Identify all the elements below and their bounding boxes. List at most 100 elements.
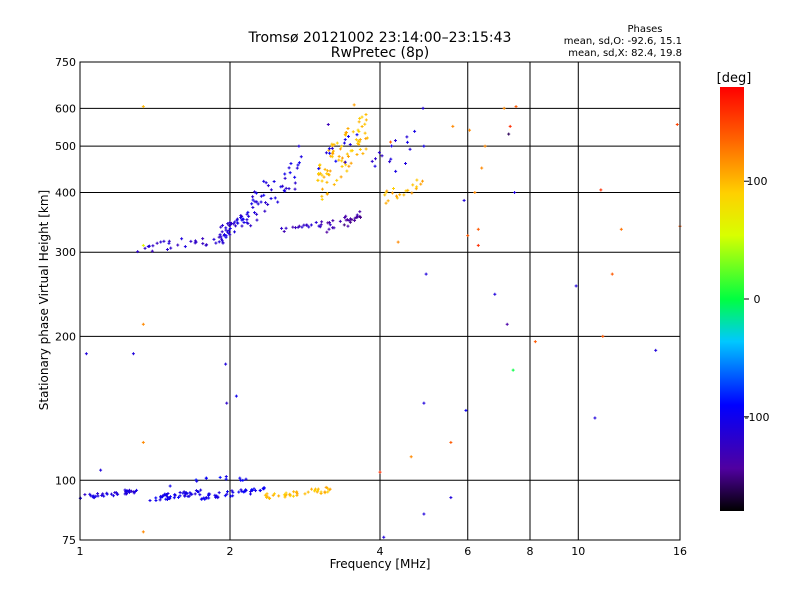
data-point: [266, 203, 270, 207]
data-point: [164, 497, 168, 501]
data-point: [296, 163, 300, 167]
data-point: [405, 135, 409, 139]
data-point: [79, 496, 83, 500]
colorbar-tick-label: -100: [745, 411, 770, 424]
data-point: [284, 226, 288, 230]
data-point: [415, 178, 419, 182]
data-point: [332, 143, 336, 147]
data-point: [326, 490, 330, 494]
data-point: [141, 322, 145, 326]
data-point: [159, 496, 163, 500]
y-tick-label: 75: [62, 534, 76, 547]
data-point: [247, 214, 251, 218]
data-point: [356, 215, 360, 219]
data-point: [353, 219, 357, 223]
data-point: [114, 491, 118, 495]
data-point: [219, 225, 223, 229]
x-tick-label: 6: [464, 545, 471, 558]
data-point: [309, 223, 313, 227]
data-point: [675, 123, 679, 127]
data-point: [346, 134, 350, 138]
data-point: [393, 139, 397, 143]
data-point: [178, 491, 182, 495]
data-point: [419, 182, 423, 186]
data-point: [296, 225, 300, 229]
data-point: [316, 178, 320, 182]
data-point: [350, 218, 354, 222]
data-point: [102, 494, 106, 498]
data-point: [402, 193, 406, 197]
data-point: [320, 173, 324, 177]
data-point: [232, 222, 236, 226]
x-tick-label: 16: [673, 545, 687, 558]
colorbar-ticks: 100 0 -100: [744, 175, 769, 424]
data-point: [377, 151, 381, 155]
data-point: [186, 494, 190, 498]
data-point: [259, 194, 263, 198]
data-point: [213, 493, 217, 497]
data-point: [424, 272, 428, 276]
data-point: [92, 494, 96, 498]
data-point: [180, 237, 184, 241]
data-point: [105, 492, 109, 496]
data-point: [331, 149, 335, 153]
data-point: [205, 496, 209, 500]
data-point: [224, 234, 228, 238]
data-point: [593, 416, 597, 420]
data-point: [143, 246, 147, 250]
data-point: [394, 169, 398, 173]
data-point: [154, 496, 158, 500]
data-point: [340, 165, 344, 169]
data-point: [352, 103, 356, 107]
data-point: [168, 484, 172, 488]
data-point: [307, 225, 311, 229]
data-point: [364, 147, 368, 151]
data-point: [200, 497, 204, 501]
data-point: [252, 487, 256, 491]
data-point: [299, 155, 303, 159]
data-point: [239, 478, 243, 482]
data-point: [125, 489, 129, 493]
data-point: [83, 493, 87, 497]
data-point: [361, 152, 365, 156]
data-point: [331, 152, 335, 156]
data-point: [476, 243, 480, 247]
x-axis-label: Frequency [MHz]: [330, 557, 431, 571]
data-point: [148, 499, 152, 503]
data-point: [178, 494, 182, 498]
data-point: [619, 227, 623, 231]
y-tick-label: 750: [55, 56, 76, 69]
data-point: [217, 491, 221, 495]
data-point: [327, 227, 331, 231]
data-point: [224, 228, 228, 232]
data-point: [317, 172, 321, 176]
data-point: [205, 243, 209, 247]
data-point: [344, 214, 348, 218]
data-point: [344, 218, 348, 222]
data-point: [225, 492, 229, 496]
data-point: [188, 491, 192, 495]
data-point: [415, 185, 419, 189]
data-point: [348, 220, 352, 224]
data-point: [502, 106, 506, 110]
data-point: [226, 222, 230, 226]
data-point: [194, 489, 198, 493]
data-point: [226, 230, 230, 234]
data-point: [234, 394, 238, 398]
data-point: [100, 493, 104, 497]
data-point: [326, 221, 330, 225]
data-point: [225, 401, 229, 405]
data-point: [326, 123, 330, 127]
data-point: [245, 218, 249, 222]
data-point: [324, 485, 328, 489]
data-point: [330, 146, 334, 150]
data-point: [335, 141, 339, 145]
data-point: [291, 494, 295, 498]
data-point: [345, 152, 349, 156]
data-point: [338, 147, 342, 151]
data-point: [239, 488, 243, 492]
data-point: [217, 235, 221, 239]
data-point: [334, 159, 338, 163]
x-tick-label: 8: [527, 545, 534, 558]
data-point: [159, 240, 163, 244]
